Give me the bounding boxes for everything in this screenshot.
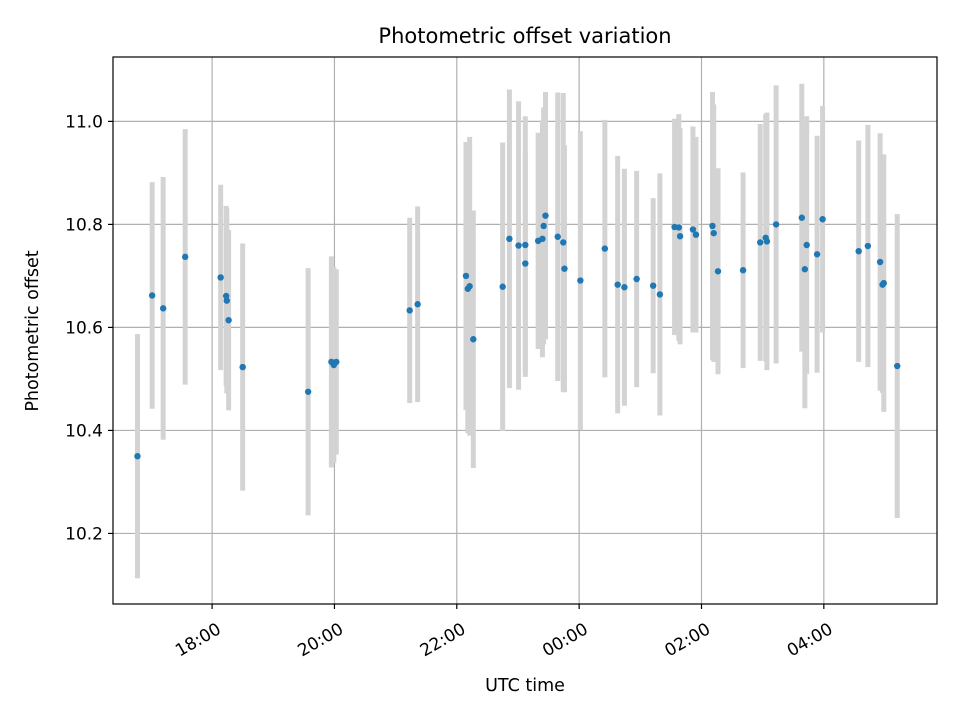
y-tick-label: 10.8 bbox=[65, 215, 103, 235]
data-point bbox=[539, 235, 546, 243]
data-point bbox=[763, 238, 771, 245]
y-tick-label: 10.4 bbox=[65, 421, 103, 441]
data-point bbox=[601, 245, 609, 252]
y-tick-label: 10.2 bbox=[65, 524, 103, 544]
data-point bbox=[561, 265, 568, 272]
data-point bbox=[217, 274, 224, 281]
data-point bbox=[614, 281, 621, 288]
data-point bbox=[333, 358, 340, 366]
chart-title: Photometric offset variation bbox=[378, 24, 671, 48]
data-point bbox=[540, 222, 547, 230]
data-point bbox=[757, 239, 764, 246]
data-point bbox=[542, 212, 549, 219]
data-point bbox=[692, 231, 700, 238]
data-point bbox=[876, 258, 884, 266]
data-point bbox=[714, 268, 722, 275]
data-points bbox=[134, 212, 901, 460]
data-point bbox=[819, 216, 826, 223]
data-point bbox=[506, 235, 513, 243]
data-point bbox=[855, 247, 862, 255]
data-point bbox=[414, 301, 421, 308]
x-axis-label: UTC time bbox=[485, 676, 565, 696]
data-point bbox=[515, 242, 522, 249]
data-point bbox=[159, 305, 167, 312]
data-point bbox=[134, 452, 141, 460]
data-point bbox=[710, 229, 717, 237]
data-point bbox=[577, 277, 584, 284]
data-point bbox=[798, 214, 806, 221]
data-point bbox=[239, 363, 246, 371]
data-point bbox=[621, 284, 628, 291]
data-point bbox=[880, 279, 887, 287]
data-point bbox=[223, 297, 230, 304]
data-point bbox=[522, 260, 529, 267]
data-point bbox=[181, 253, 189, 261]
data-point bbox=[676, 233, 684, 240]
data-point bbox=[148, 292, 156, 299]
data-point bbox=[649, 282, 657, 289]
data-point bbox=[894, 362, 901, 370]
data-point bbox=[225, 316, 232, 324]
data-point bbox=[522, 241, 529, 249]
data-point bbox=[864, 242, 872, 250]
data-point bbox=[675, 224, 683, 231]
y-tick-label: 11.0 bbox=[65, 112, 103, 132]
data-point bbox=[656, 291, 664, 298]
data-point bbox=[470, 336, 477, 343]
plot-frame bbox=[112, 56, 938, 605]
data-point bbox=[803, 241, 810, 249]
y-tick-label: 10.6 bbox=[65, 318, 103, 338]
y-axis-label: Photometric offset bbox=[23, 250, 43, 411]
data-point bbox=[709, 222, 716, 230]
data-point bbox=[813, 251, 821, 258]
data-point bbox=[801, 266, 809, 273]
data-point bbox=[739, 267, 747, 274]
data-point bbox=[772, 221, 780, 228]
data-point bbox=[499, 283, 506, 290]
data-point bbox=[689, 226, 697, 233]
data-point bbox=[462, 272, 470, 280]
data-point bbox=[554, 233, 561, 240]
data-point bbox=[466, 283, 473, 290]
data-point bbox=[633, 275, 640, 283]
data-point bbox=[406, 307, 413, 314]
data-point bbox=[560, 239, 567, 246]
data-point bbox=[304, 388, 312, 395]
